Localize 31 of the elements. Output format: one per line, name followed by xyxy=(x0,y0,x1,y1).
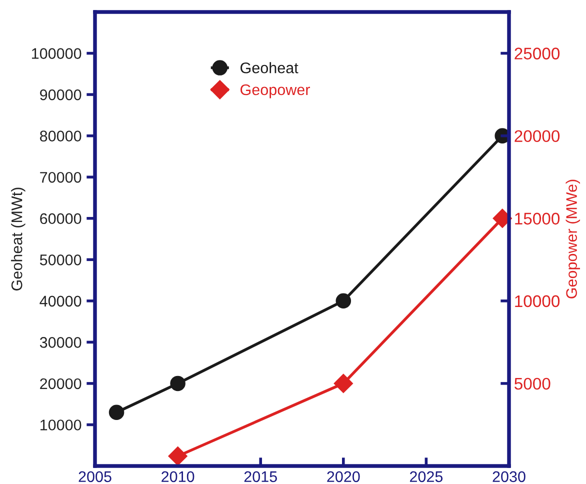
y2-tick-label: 15000 xyxy=(515,212,560,225)
y-tick-label: 70000 xyxy=(40,172,82,183)
point xyxy=(492,208,512,228)
point xyxy=(336,293,352,309)
y2-axis-title: Geopower (MWe) xyxy=(566,180,580,298)
y2-tick-label: 25000 xyxy=(514,48,560,60)
y-tick-label: 10000 xyxy=(40,420,82,430)
legend-label: Geoheat xyxy=(240,62,298,74)
y-axis-title: Geoheat (MWt) xyxy=(11,188,26,290)
x-tick-label: 2005 xyxy=(78,471,112,482)
legend-label: Geopower xyxy=(240,84,310,98)
y-tick-label: 40000 xyxy=(40,296,82,307)
y2-tick-label: 10000 xyxy=(515,295,560,308)
point xyxy=(108,404,124,420)
x-tick-label: 2020 xyxy=(327,471,360,482)
y-tick-label: 60000 xyxy=(40,213,82,224)
x-tick-label: 2030 xyxy=(492,471,526,482)
y-tick-label: 30000 xyxy=(40,337,82,348)
y2-tick-label: 5000 xyxy=(514,378,550,390)
y-tick-label: 50000 xyxy=(40,254,82,266)
y-tick-label: 90000 xyxy=(40,89,82,100)
y-tick-label: 20000 xyxy=(40,378,82,390)
x-tick-label: 2010 xyxy=(162,471,194,482)
x-tick-label: 2015 xyxy=(244,471,277,482)
point xyxy=(170,376,186,392)
point xyxy=(168,446,188,466)
y-tick-label: 100000 xyxy=(32,48,82,59)
y2-tick-label: 20000 xyxy=(514,130,560,142)
point xyxy=(334,374,353,393)
y-tick-label: 80000 xyxy=(40,130,82,142)
x-tick-label: 2025 xyxy=(410,471,443,482)
